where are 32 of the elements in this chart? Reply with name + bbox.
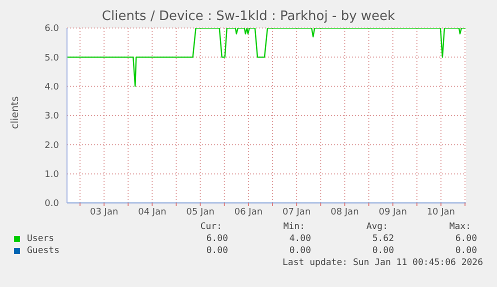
x-tick-label: 06 Jan (234, 207, 263, 218)
legend-label: Guests (27, 246, 60, 256)
y-tick-label: 4.0 (44, 82, 60, 93)
chart-title: Clients / Device : Sw-1kld : Parkhoj - by week (100, 9, 396, 24)
y-tick-label: 5.0 (44, 53, 60, 64)
text: Max: (449, 222, 471, 232)
x-tick-label: 07 Jan (282, 207, 311, 218)
text: 5.62 (372, 234, 394, 244)
y-axis-title: clients (9, 96, 22, 129)
text: Cur: (200, 222, 222, 232)
text: 4.00 (289, 234, 311, 244)
text: 6.00 (206, 234, 228, 244)
text: 6.00 (455, 234, 477, 244)
y-tick-label: 6.0 (44, 24, 60, 34)
text: 0.00 (289, 246, 311, 256)
text: 0.00 (206, 246, 228, 256)
x-tick-label: 10 Jan (426, 207, 456, 218)
text: Last update: Sun Jan 11 00:45:06 2026 (282, 258, 483, 268)
text: Avg: (366, 222, 388, 232)
text: 0.00 (455, 246, 477, 256)
text: Min: (283, 222, 305, 232)
text: 0.00 (372, 246, 394, 256)
x-tick-label: 03 Jan (90, 207, 118, 218)
x-tick-label: 09 Jan (378, 207, 407, 218)
y-tick-label: 2.0 (44, 140, 60, 151)
y-tick-label: 1.0 (44, 170, 60, 180)
y-tick-label: 0.0 (44, 199, 60, 210)
legend-label: Users (27, 234, 54, 244)
x-tick-label: 04 Jan (138, 207, 166, 218)
y-tick-label: 3.0 (44, 112, 60, 122)
x-tick-label: 05 Jan (186, 207, 214, 218)
x-tick-label: 08 Jan (330, 207, 359, 218)
